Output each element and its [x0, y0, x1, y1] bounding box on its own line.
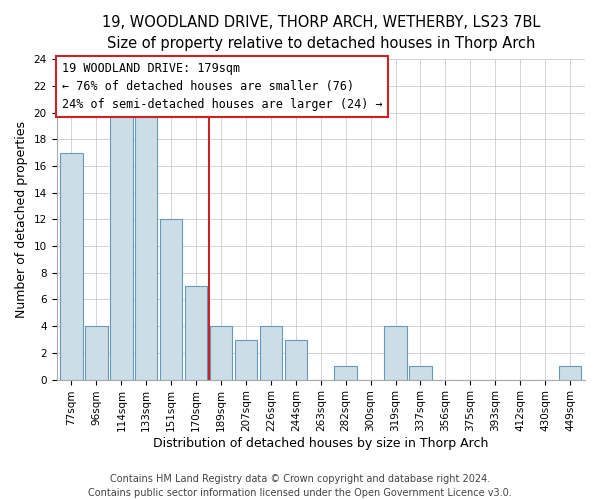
Bar — [135, 112, 157, 380]
Bar — [235, 340, 257, 380]
Bar — [409, 366, 431, 380]
X-axis label: Distribution of detached houses by size in Thorp Arch: Distribution of detached houses by size … — [153, 437, 488, 450]
Bar — [85, 326, 107, 380]
Bar — [385, 326, 407, 380]
Text: Contains HM Land Registry data © Crown copyright and database right 2024.
Contai: Contains HM Land Registry data © Crown c… — [88, 474, 512, 498]
Text: 19 WOODLAND DRIVE: 179sqm
← 76% of detached houses are smaller (76)
24% of semi-: 19 WOODLAND DRIVE: 179sqm ← 76% of detac… — [62, 62, 382, 112]
Title: 19, WOODLAND DRIVE, THORP ARCH, WETHERBY, LS23 7BL
Size of property relative to : 19, WOODLAND DRIVE, THORP ARCH, WETHERBY… — [101, 15, 540, 51]
Bar — [160, 220, 182, 380]
Bar — [559, 366, 581, 380]
Bar — [334, 366, 357, 380]
Bar — [60, 152, 83, 380]
Bar — [260, 326, 282, 380]
Bar — [185, 286, 208, 380]
Bar — [210, 326, 232, 380]
Bar — [110, 112, 133, 380]
Bar — [284, 340, 307, 380]
Y-axis label: Number of detached properties: Number of detached properties — [15, 121, 28, 318]
